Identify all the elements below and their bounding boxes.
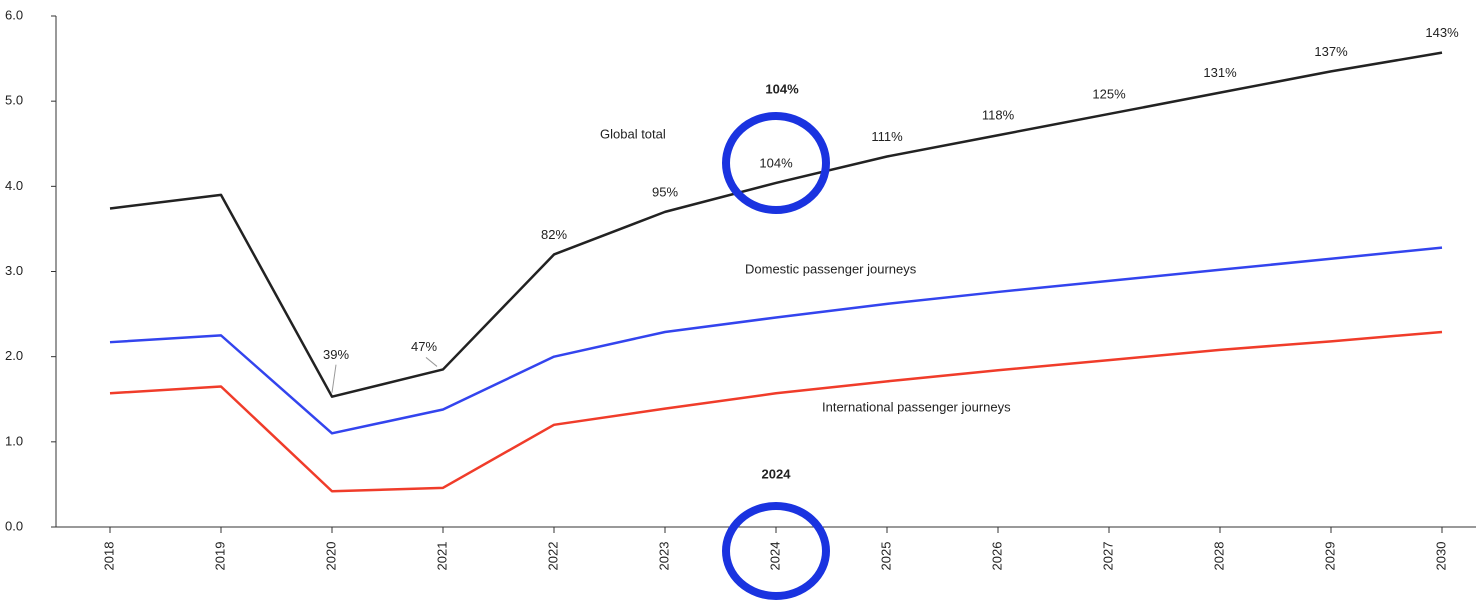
leader-line	[425, 357, 438, 367]
x-tick-label: 2029	[1322, 542, 1337, 571]
highlight-value: 104%	[765, 81, 799, 96]
recovery-label: 143%	[1425, 25, 1459, 40]
y-tick-label: 5.0	[5, 93, 23, 108]
recovery-label: 111%	[871, 129, 903, 144]
y-tick-label: 4.0	[5, 178, 23, 193]
x-tick-label: 2027	[1100, 542, 1115, 571]
highlight-circle	[722, 502, 830, 600]
x-tick-label: 2022	[545, 542, 560, 571]
series-line	[109, 51, 1443, 398]
series-label: Domestic passenger journeys	[745, 261, 917, 276]
x-tick-label: 2025	[878, 542, 893, 571]
recovery-label: 82%	[541, 227, 567, 242]
y-tick-label: 3.0	[5, 263, 23, 278]
recovery-label: 47%	[411, 339, 437, 354]
y-tick-label: 2.0	[5, 348, 23, 363]
recovery-label: 39%	[323, 347, 349, 362]
y-tick-label: 1.0	[5, 433, 23, 448]
y-tick-label: 6.0	[5, 7, 23, 22]
recovery-label: 125%	[1092, 86, 1126, 101]
highlight-year: 2024	[762, 466, 792, 481]
x-tick-label: 2030	[1433, 542, 1448, 571]
x-tick-label: 2019	[212, 542, 227, 571]
recovery-label: 95%	[652, 184, 678, 199]
x-tick-label: 2020	[323, 542, 338, 571]
series-line	[109, 330, 1443, 493]
recovery-label: 137%	[1314, 44, 1348, 59]
series-label: International passenger journeys	[822, 399, 1011, 414]
series-line	[109, 246, 1443, 435]
x-tick-label: 2024	[767, 542, 782, 571]
leader-line	[331, 364, 337, 393]
x-tick-label: 2028	[1211, 542, 1226, 571]
series-label: Global total	[600, 126, 666, 141]
x-tick-label: 2021	[434, 542, 449, 571]
x-tick-label: 2018	[101, 542, 116, 571]
recovery-label: 104%	[759, 155, 793, 170]
y-tick-label: 0.0	[5, 518, 23, 533]
recovery-label: 118%	[982, 108, 1015, 123]
x-tick-label: 2026	[989, 542, 1004, 571]
recovery-label: 131%	[1203, 65, 1237, 80]
x-tick-label: 2023	[656, 542, 671, 571]
highlight-circle	[722, 112, 830, 214]
